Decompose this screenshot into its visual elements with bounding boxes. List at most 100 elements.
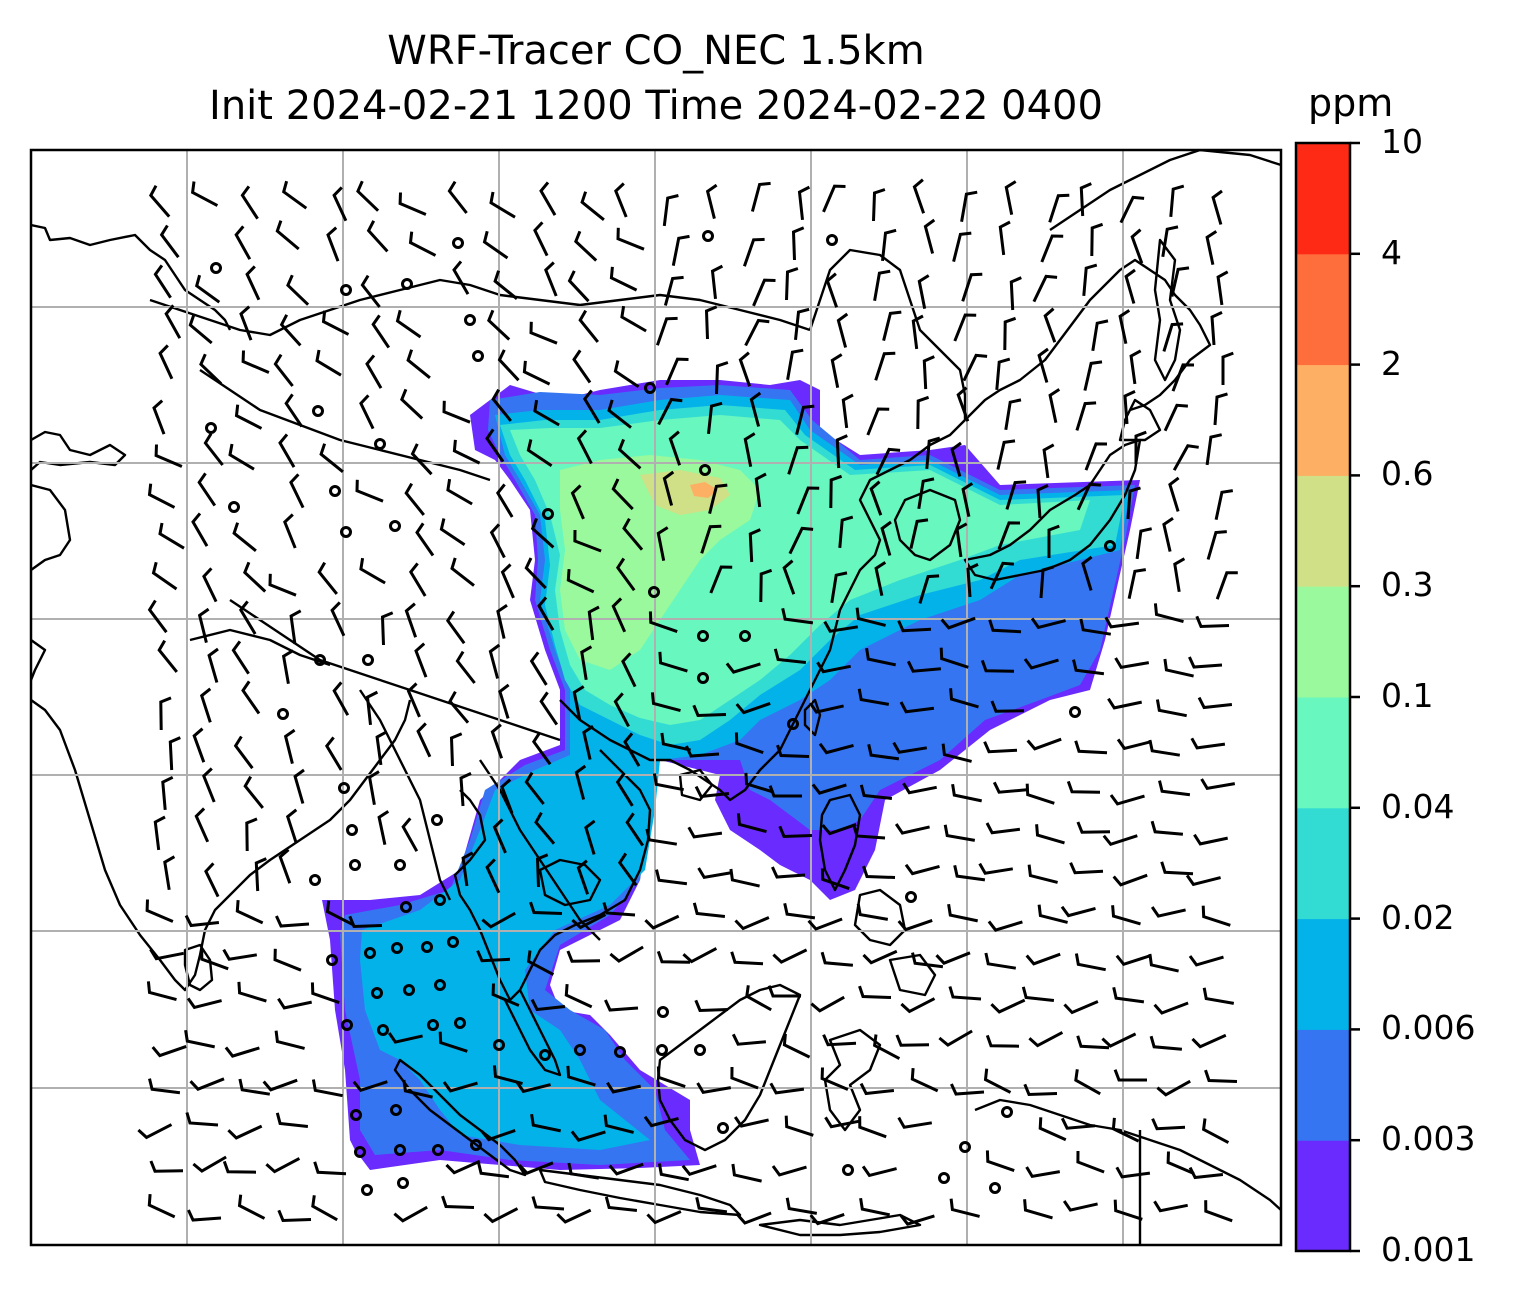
wind-barb [899,701,935,714]
wind-barb [493,270,518,300]
wind-barb [539,691,559,726]
calm-wind-marker [938,1172,950,1184]
calm-wind-marker [403,984,415,996]
wind-barb [192,727,206,763]
wind-barb [990,998,1026,1014]
wind-barb [137,1123,173,1140]
wind-barb [1156,1079,1191,1097]
calm-wind-marker [1069,706,1081,718]
wind-barb [1101,1032,1137,1048]
wind-barb [731,1163,762,1183]
wind-barb [492,818,507,854]
wind-barb [1115,954,1151,967]
coast-philippines-south [853,888,937,997]
wind-barb [158,522,185,550]
wind-barb [1149,1035,1183,1051]
wind-barb [164,304,182,339]
calm-wind-marker [905,891,917,903]
wind-barb [526,439,553,468]
wind-barb [858,1116,887,1139]
calm-wind-marker [401,278,413,290]
wind-barb [855,607,886,627]
calm-wind-marker [464,314,476,326]
wind-barb [694,785,730,799]
wind-barb [1148,953,1179,973]
wind-barb [621,652,637,688]
wind-barb [530,998,566,1012]
wind-barb [1124,268,1136,304]
wind-barb [187,1209,222,1222]
wind-barb [611,597,627,633]
wind-barb [617,852,638,887]
wind-barb [254,857,267,892]
wind-barb [1076,1150,1105,1174]
map-title-line1: WRF-Tracer CO_NEC 1.5km [387,28,925,74]
wind-barb [1148,739,1181,757]
wind-barb [782,1033,811,1059]
wind-barb [159,224,180,259]
wind-barb [1172,444,1199,471]
wind-barb [1023,1199,1053,1220]
wind-barb [782,559,796,595]
colorbar-tick-label: 0.003 [1381,1119,1476,1159]
wind-barb [772,948,808,964]
colorbar-segment [1296,1140,1350,1252]
wind-barb [650,692,681,713]
calm-wind-marker [394,859,406,871]
wind-barb [1032,274,1058,303]
wind-barb [729,868,760,888]
wind-barb [607,399,632,429]
wind-barb [935,951,971,965]
wind-barb [587,605,600,641]
wind-barb [1150,906,1186,918]
calm-wind-marker [394,1144,406,1156]
colorbar-tick-label: 2 [1381,343,1402,383]
wind-barb [404,602,418,638]
coast-india [31,483,412,992]
wind-barb [1126,486,1141,520]
wind-barb [983,1068,1012,1094]
wind-barb [866,407,890,436]
wind-barb [1193,833,1229,846]
wind-barb [797,185,811,221]
calm-wind-marker [210,262,222,274]
wind-barb [1134,430,1147,464]
wind-barb [234,404,263,430]
wind-barb [570,1130,606,1142]
wind-barb [1021,986,1055,1002]
wind-barb [445,610,466,645]
wind-barb [186,997,222,1010]
wind-barb [1005,480,1027,510]
wind-barb [660,732,691,752]
wind-barb [197,607,210,643]
wind-barb [617,438,642,470]
wind-barb [911,952,944,969]
wind-barb [662,470,675,506]
wind-barb [656,526,669,561]
wind-barb [572,685,585,720]
calm-wind-marker [309,874,321,886]
wind-barb [1004,398,1022,431]
wind-barb [895,1034,930,1047]
wind-barb [820,951,854,967]
wind-barb [1023,1083,1058,1097]
wind-barb [531,731,552,766]
wind-barb [200,948,229,971]
calm-wind-marker [340,526,352,538]
wind-barb [859,1197,891,1217]
wind-barb [395,309,422,339]
wind-barb [748,528,761,563]
wind-barb [1112,986,1145,1004]
wind-barb [1162,322,1184,352]
wind-barb [771,1165,807,1177]
wind-barb [159,696,172,731]
wind-barb [657,397,683,426]
wind-barb [1037,904,1068,924]
wind-barbs [137,178,1238,1226]
calm-wind-marker [377,1024,389,1036]
wind-barb [604,999,639,1012]
wind-barb [441,1195,475,1209]
wind-barb [360,274,381,308]
wind-barb [925,436,941,470]
wind-barb [604,1196,638,1212]
